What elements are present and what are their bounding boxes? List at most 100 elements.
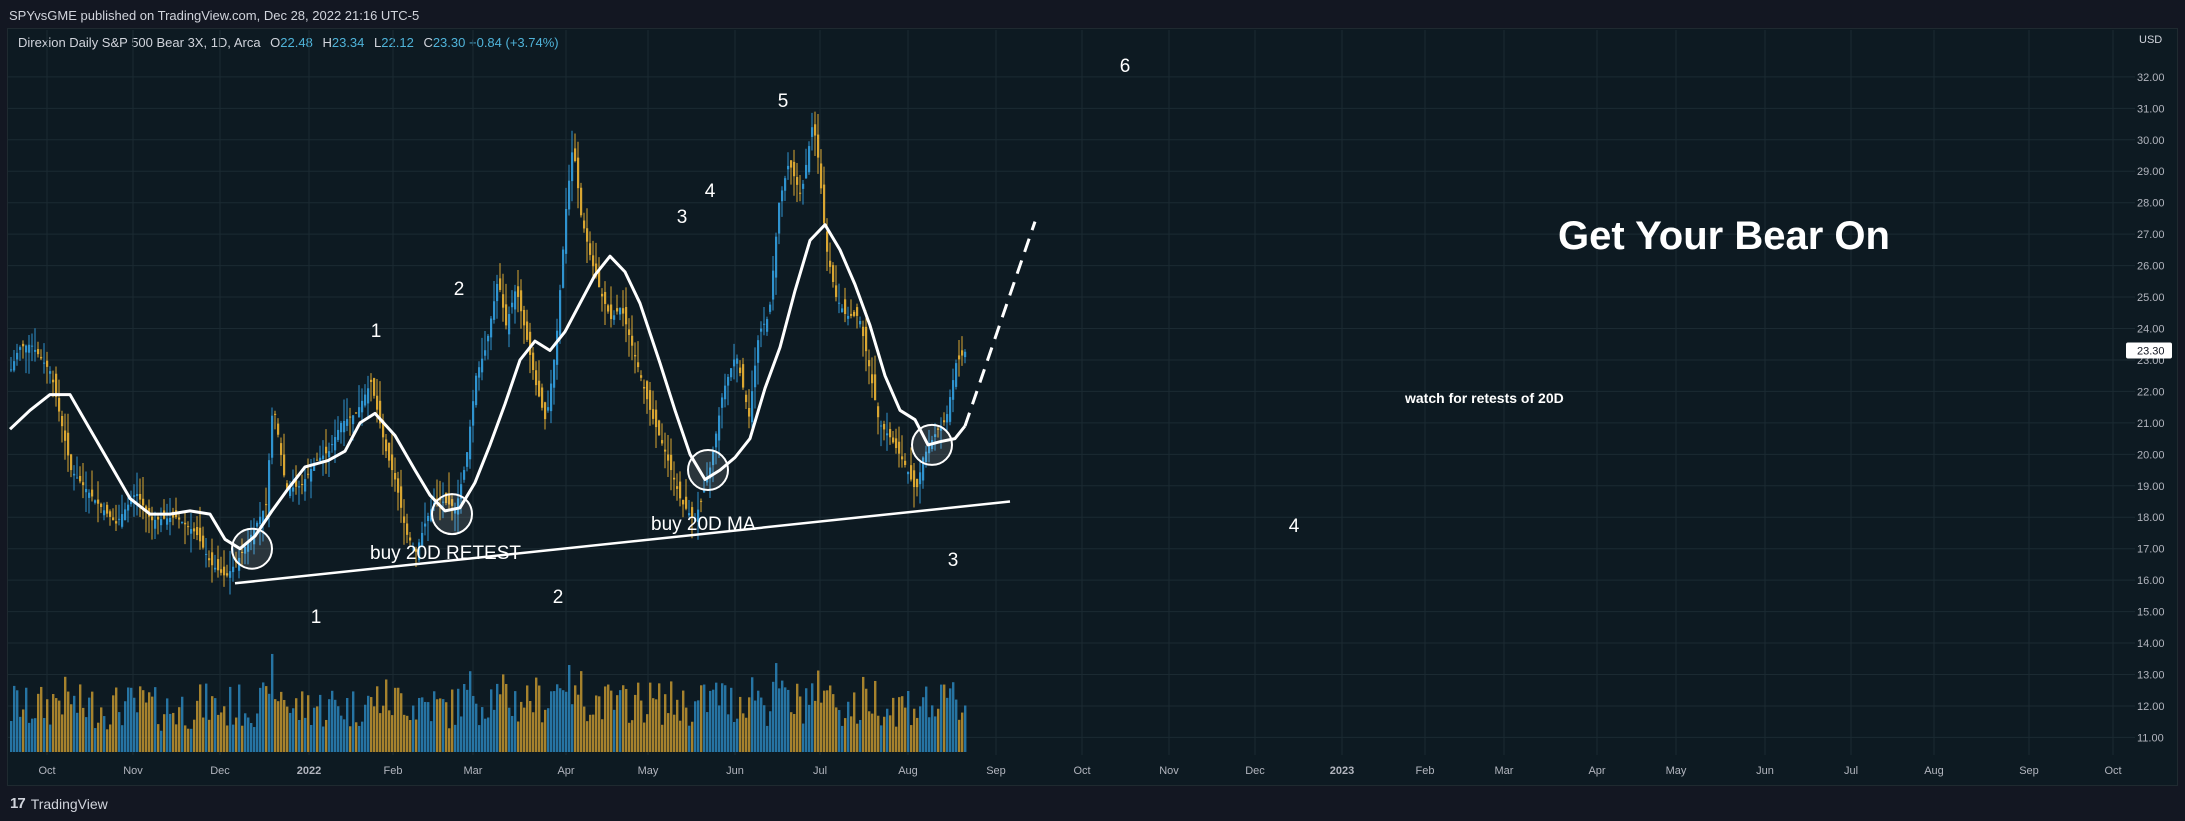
candle xyxy=(838,302,841,304)
candle xyxy=(886,433,889,436)
candle xyxy=(421,532,424,546)
candle xyxy=(100,503,103,508)
tradingview-brand: TradingView xyxy=(30,795,108,812)
volume-bar xyxy=(934,716,937,752)
volume-bar xyxy=(553,691,556,752)
candle xyxy=(97,499,100,504)
volume-bar xyxy=(523,707,526,752)
volume-bar xyxy=(862,676,865,752)
candle xyxy=(622,308,625,314)
candle xyxy=(868,360,871,367)
time-tick-label: Feb xyxy=(1416,765,1435,777)
volume-bar xyxy=(121,725,124,752)
candle xyxy=(934,434,937,437)
volume-bar xyxy=(172,712,175,752)
volume-bar xyxy=(742,713,745,752)
open-label: O xyxy=(270,35,281,50)
candle xyxy=(64,430,67,441)
candle xyxy=(247,540,250,552)
candle xyxy=(823,184,826,224)
candle xyxy=(382,420,385,438)
volume-bar xyxy=(448,728,451,752)
volume-bar xyxy=(943,684,946,752)
candle xyxy=(442,501,445,503)
candle xyxy=(43,362,46,364)
volume-bar xyxy=(796,683,799,752)
volume-bar xyxy=(910,725,913,752)
candle xyxy=(151,516,154,521)
chart-panel[interactable] xyxy=(7,28,2178,786)
time-tick-label: Nov xyxy=(1159,765,1179,777)
volume-bar xyxy=(217,714,220,752)
volume-bar xyxy=(472,695,475,752)
candle xyxy=(328,451,331,458)
volume-bar xyxy=(19,716,22,752)
volume-bar xyxy=(757,690,760,752)
volume-bar xyxy=(913,708,916,752)
candle xyxy=(877,406,880,418)
volume-bar xyxy=(238,684,241,752)
candle xyxy=(766,319,769,332)
volume-bar xyxy=(646,714,649,752)
volume-bar xyxy=(394,687,397,752)
candle xyxy=(847,315,850,319)
volume-bar xyxy=(16,690,19,752)
volume-bar xyxy=(676,699,679,752)
candle xyxy=(394,472,397,480)
volume-bar xyxy=(358,725,361,752)
ma-20d-line xyxy=(8,223,967,551)
candle xyxy=(436,498,439,500)
candle xyxy=(853,311,856,316)
candle xyxy=(412,546,415,548)
time-tick-label: Jun xyxy=(726,765,744,777)
candle xyxy=(457,498,460,515)
volume-bar xyxy=(544,709,547,752)
price-tick-label: 15.00 xyxy=(2137,607,2165,619)
volume-bar xyxy=(415,719,418,752)
price-tick-label: 17.00 xyxy=(2137,544,2165,556)
candle xyxy=(307,473,310,475)
price-tick-label: 18.00 xyxy=(2137,512,2165,524)
candle xyxy=(124,509,127,521)
candle xyxy=(121,514,124,527)
volume-bar xyxy=(583,706,586,752)
candle xyxy=(610,304,613,320)
volume-bar xyxy=(562,690,565,752)
volume-bar xyxy=(85,717,88,752)
price-axis[interactable]: 32.00 31.00 30.00 29.00 28.00 27.00 26.00 25.00… xyxy=(2126,72,2172,745)
candle xyxy=(793,161,796,177)
candle xyxy=(286,483,289,489)
tradingview-footer[interactable]: 17 TradingView xyxy=(10,795,108,812)
publish-info: SPYvsGME published on TradingView.com, D… xyxy=(9,8,420,23)
volume-bar xyxy=(55,698,58,752)
volume-bar xyxy=(844,718,847,752)
price-tick-label: 16.00 xyxy=(2137,575,2165,587)
time-axis[interactable]: Oct Nov Dec 2022 Feb Mar Apr May Jun Jul Aug Sep Oct… xyxy=(38,765,2121,777)
volume-bar xyxy=(403,714,406,752)
candle xyxy=(937,428,940,430)
candle xyxy=(502,294,505,308)
volume-bar xyxy=(715,682,718,752)
candle xyxy=(277,423,280,435)
volume-bar xyxy=(292,708,295,752)
volume-bar xyxy=(289,712,292,752)
volume-bar xyxy=(445,702,448,752)
volume-bar xyxy=(550,691,553,752)
volume-bar xyxy=(313,707,316,752)
candle xyxy=(664,449,667,452)
candle xyxy=(670,454,673,471)
volume-bar xyxy=(211,696,214,752)
candle xyxy=(577,157,580,189)
candle xyxy=(37,349,40,355)
candle xyxy=(259,516,262,525)
candle xyxy=(493,301,496,320)
volume-bar xyxy=(352,691,355,752)
volume-bar xyxy=(142,690,145,752)
volume-bar xyxy=(61,714,64,752)
candle xyxy=(496,283,499,302)
candle xyxy=(415,549,418,552)
candle xyxy=(511,302,514,308)
volume-bar xyxy=(508,707,511,752)
candle xyxy=(52,379,55,383)
